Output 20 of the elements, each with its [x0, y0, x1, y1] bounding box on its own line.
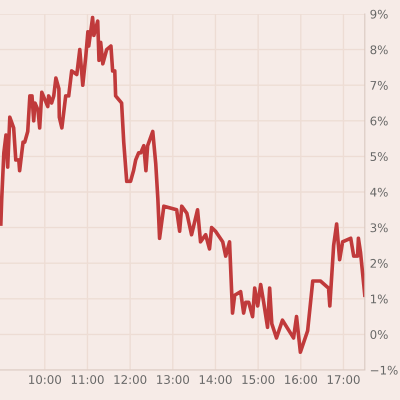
x-tick-label: 11:00 [72, 375, 104, 384]
x-tick-label: 12:00 [114, 375, 146, 384]
x-tick-label: 16:00 [285, 375, 318, 384]
y-tick-label: 5% [370, 152, 388, 162]
y-tick-label: −1% [370, 366, 398, 375]
y-tick-label: 6% [370, 116, 388, 126]
x-tick-label: 17:00 [328, 375, 360, 384]
x-tick-label: 15:00 [242, 375, 274, 384]
y-tick-label: 9% [370, 10, 388, 19]
y-tick-label: 8% [370, 45, 388, 54]
x-tick-label: 14:00 [200, 375, 232, 384]
x-tick-label: 10:00 [29, 375, 62, 384]
y-tick-label: 2% [370, 258, 388, 268]
y-tick-label: 7% [370, 80, 388, 90]
y-tick-label: 1% [370, 294, 388, 304]
y-tick-label: 3% [370, 223, 388, 232]
line-series [0, 16, 365, 354]
y-tick-label: 4% [370, 188, 388, 197]
x-tick-label: 13:00 [157, 375, 190, 384]
y-tick-label: 0% [370, 330, 388, 340]
